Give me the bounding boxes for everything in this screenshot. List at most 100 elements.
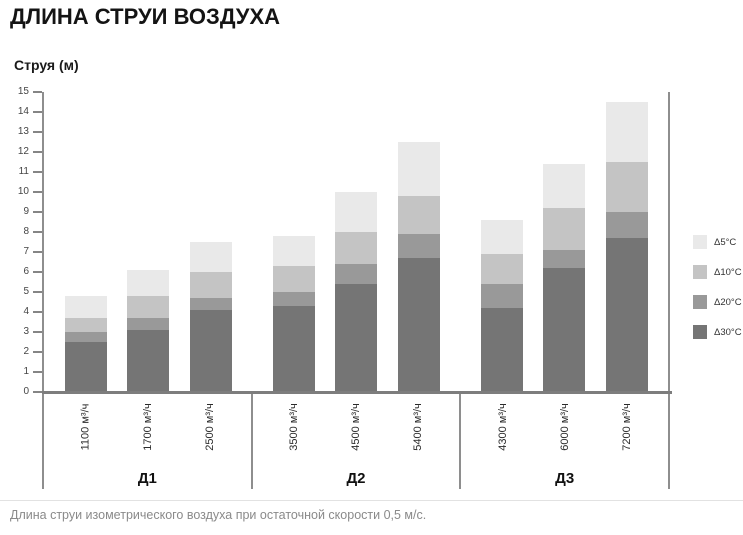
stacked-bar <box>272 236 315 392</box>
bar-group-Д1 <box>44 92 252 392</box>
legend-label: Δ5°C <box>714 236 737 248</box>
bar-segment-Δ10°C <box>605 162 648 212</box>
bar-segment-Δ5°C <box>605 102 648 162</box>
legend-swatch <box>693 325 707 339</box>
bar-segment-Δ20°C <box>605 212 648 238</box>
y-tick-label: 15 <box>17 86 29 97</box>
bar-segment-Δ30°C <box>189 310 232 392</box>
x-category-text: 4300 м³/ч <box>496 403 509 451</box>
bar-segment-Δ5°C <box>189 242 232 272</box>
bar-segment-Δ5°C <box>64 296 107 318</box>
bar-segment-Δ5°C <box>272 236 315 266</box>
plot-area <box>42 92 670 392</box>
bar-segment-Δ10°C <box>189 272 232 298</box>
bar-segment-Δ30°C <box>543 268 585 392</box>
legend: Δ5°C Δ10°C Δ20°C Δ30°C <box>693 227 742 347</box>
caption: Длина струи изометрического воздуха при … <box>10 508 427 522</box>
stacked-bar <box>543 164 585 392</box>
bar-segment-Δ10°C <box>272 266 315 292</box>
bar-segment-Δ5°C <box>335 192 377 232</box>
legend-label: Δ20°C <box>714 296 742 308</box>
x-category-label: 5400 м³/ч <box>397 394 439 460</box>
y-tick-label: 4 <box>23 306 29 317</box>
y-tick-label: 0 <box>23 386 29 397</box>
x-axis-line <box>42 391 672 394</box>
y-tick-label: 9 <box>23 206 29 217</box>
x-group-cell-Д3: 4300 м³/ч 6000 м³/ч 7200 м³/ч Д3 <box>459 394 671 489</box>
group-label-Д2: Д2 <box>346 470 366 487</box>
bar-segment-Δ10°C <box>335 232 377 264</box>
stacked-bar <box>605 102 648 392</box>
y-tick-mark <box>33 131 42 133</box>
x-category-label: 6000 м³/ч <box>544 394 586 460</box>
y-tick-label: 6 <box>23 266 29 277</box>
y-tick-label: 7 <box>23 246 29 257</box>
bar-segment-Δ20°C <box>272 292 315 306</box>
legend-item: Δ30°C <box>693 317 742 347</box>
x-category-label: 1700 м³/ч <box>126 394 168 460</box>
legend-swatch <box>693 295 707 309</box>
y-tick-mark <box>33 191 42 193</box>
bar-segment-Δ30°C <box>272 306 315 392</box>
bar-group-Д2 <box>252 92 460 392</box>
y-tick-label: 14 <box>17 106 29 117</box>
bar-segment-Δ20°C <box>543 250 585 268</box>
group-label-Д3: Д3 <box>555 470 575 487</box>
x-category-label: 4300 м³/ч <box>482 394 524 460</box>
stacked-bar <box>64 296 107 392</box>
bar-segment-Δ30°C <box>605 238 648 392</box>
bar-segment-Δ20°C <box>397 234 440 258</box>
y-tick-label: 2 <box>23 346 29 357</box>
bar-segment-Δ30°C <box>397 258 440 392</box>
y-tick-mark <box>33 391 42 393</box>
bar-segment-Δ10°C <box>543 208 585 250</box>
bar-segment-Δ10°C <box>127 296 169 318</box>
y-tick-label: 11 <box>18 166 29 177</box>
legend-item: Δ5°C <box>693 227 742 257</box>
bar-segment-Δ5°C <box>397 142 440 196</box>
x-category-text: 5400 м³/ч <box>412 403 425 451</box>
y-tick-label: 3 <box>23 326 29 337</box>
y-tick-mark <box>33 151 42 153</box>
y-tick-mark <box>33 271 42 273</box>
x-category-label: 1100 м³/ч <box>64 394 106 460</box>
legend-item: Δ20°C <box>693 287 742 317</box>
legend-swatch <box>693 265 707 279</box>
y-tick-label: 1 <box>23 366 29 377</box>
x-category-text: 1700 м³/ч <box>141 403 154 451</box>
x-category-label: 2500 м³/ч <box>188 394 230 460</box>
y-tick-mark <box>33 171 42 173</box>
x-group-cell-Д1: 1100 м³/ч 1700 м³/ч 2500 м³/ч Д1 <box>42 394 251 489</box>
legend-label: Δ10°C <box>714 266 742 278</box>
x-category-text: 4500 м³/ч <box>349 403 362 451</box>
bar-segment-Δ30°C <box>335 284 377 392</box>
legend-item: Δ10°C <box>693 257 742 287</box>
stacked-bar <box>189 242 232 392</box>
x-category-text: 1100 м³/ч <box>79 403 92 451</box>
x-category-text: 6000 м³/ч <box>558 403 571 451</box>
bar-segment-Δ20°C <box>64 332 107 342</box>
bar-segment-Δ20°C <box>335 264 377 284</box>
bar-segment-Δ30°C <box>480 308 523 392</box>
y-tick-mark <box>33 351 42 353</box>
stacked-bar <box>397 142 440 392</box>
y-axis-title: Струя (м) <box>14 57 79 73</box>
y-tick-mark <box>33 311 42 313</box>
bar-segment-Δ10°C <box>480 254 523 284</box>
x-category-text: 7200 м³/ч <box>620 403 633 451</box>
bar-segment-Δ5°C <box>543 164 585 208</box>
page-title: ДЛИНА СТРУИ ВОЗДУХА <box>10 4 281 29</box>
y-tick-mark <box>33 211 42 213</box>
bar-segment-Δ20°C <box>480 284 523 308</box>
y-tick-label: 12 <box>17 146 29 157</box>
x-category-text: 3500 м³/ч <box>287 403 300 451</box>
x-category-text: 2500 м³/ч <box>203 403 216 451</box>
y-tick-mark <box>33 331 42 333</box>
stacked-bar <box>127 270 169 392</box>
x-category-label: 4500 м³/ч <box>335 394 377 460</box>
y-tick-label: 13 <box>17 126 29 137</box>
bar-segment-Δ10°C <box>64 318 107 332</box>
x-axis-labels: 1100 м³/ч 1700 м³/ч 2500 м³/ч Д1 3500 м³/ч 45… <box>42 394 671 489</box>
y-tick-label: 5 <box>23 286 29 297</box>
